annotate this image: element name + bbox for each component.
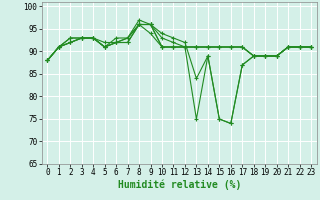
X-axis label: Humidité relative (%): Humidité relative (%) xyxy=(117,180,241,190)
